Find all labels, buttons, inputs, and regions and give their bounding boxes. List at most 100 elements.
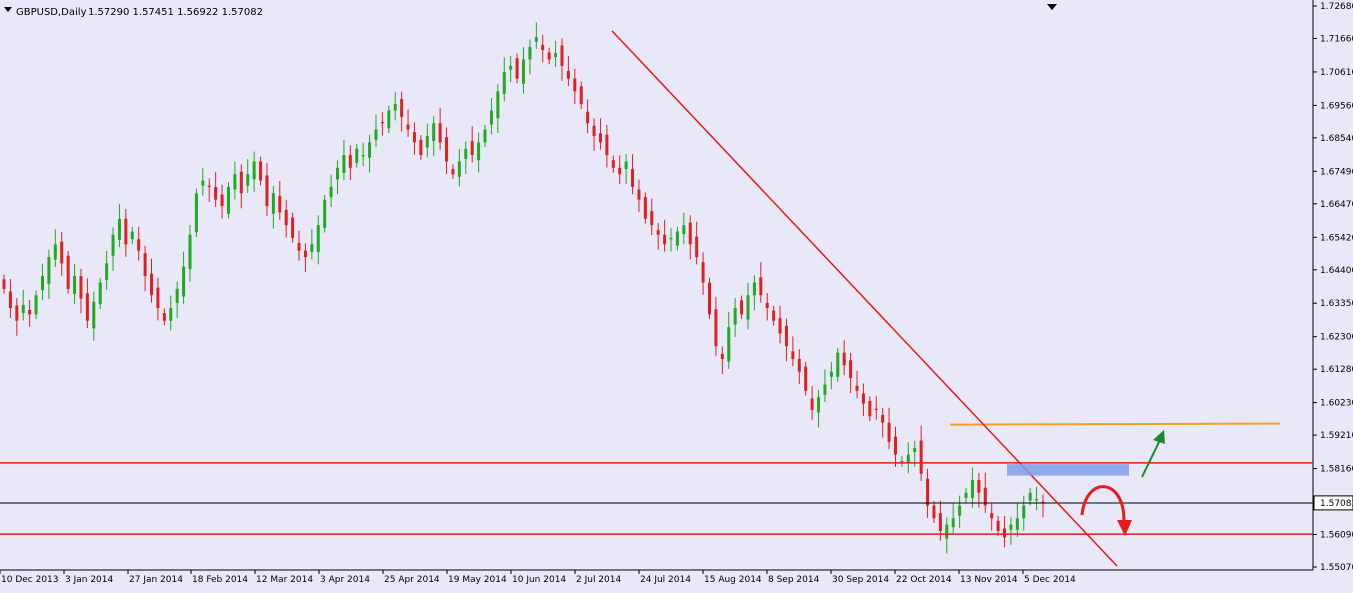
candle-body <box>797 358 801 372</box>
candle <box>1041 494 1045 518</box>
candle <box>432 115 436 157</box>
candle <box>874 396 878 420</box>
price-tick-label: 1.68540 <box>1320 134 1353 144</box>
candle <box>374 114 378 148</box>
candle-body <box>214 186 218 200</box>
candle-body <box>977 480 981 493</box>
descending-trendline[interactable] <box>611 30 1118 567</box>
candle <box>162 308 166 326</box>
candle-body <box>772 310 776 321</box>
candle <box>105 250 109 290</box>
time-tick-label: 10 Jun 2014 <box>512 575 566 585</box>
candle-body <box>34 295 38 315</box>
candle-body <box>637 189 641 200</box>
candle-body <box>913 448 917 452</box>
candle-body <box>278 195 282 213</box>
candle-body <box>810 398 814 410</box>
candle <box>1009 517 1013 545</box>
candle-body <box>534 37 538 42</box>
candle <box>66 250 70 294</box>
candle-body <box>874 408 878 410</box>
candle-body <box>720 353 724 359</box>
candle <box>53 229 57 267</box>
candle <box>316 215 320 265</box>
time-tick-label: 13 Nov 2014 <box>960 575 1018 585</box>
price-tick-label: 1.57082 <box>1320 499 1353 509</box>
candle <box>92 291 96 341</box>
candle-body <box>124 218 128 245</box>
candle <box>906 442 910 474</box>
candle <box>194 188 198 237</box>
candle <box>919 425 923 481</box>
candle-body <box>291 217 295 238</box>
candle <box>509 56 513 83</box>
candle <box>470 126 474 163</box>
candle <box>406 109 410 137</box>
candle <box>554 40 558 67</box>
candle <box>98 277 102 309</box>
drawing-objects <box>0 30 1313 567</box>
candle-body <box>432 123 436 142</box>
candle-body <box>592 125 596 136</box>
time-tick-label: 25 Apr 2014 <box>384 575 440 585</box>
candle <box>996 516 1000 536</box>
candle <box>336 160 340 195</box>
candle <box>445 127 449 174</box>
candle-body <box>791 351 795 359</box>
price-tick-label: 1.67490 <box>1320 167 1353 177</box>
candle <box>682 212 686 244</box>
candle <box>28 300 32 327</box>
time-tick-label: 8 Sep 2014 <box>768 575 820 585</box>
candle-body <box>303 250 307 258</box>
candle <box>220 184 224 219</box>
bullish-arrow-line <box>1141 439 1161 478</box>
candle <box>483 124 487 148</box>
candle <box>393 91 397 121</box>
candle <box>15 298 19 336</box>
candle-body <box>201 180 205 186</box>
candle-body <box>368 142 372 158</box>
candle <box>637 179 641 213</box>
price-tick-label: 1.65420 <box>1320 233 1353 243</box>
candle <box>169 295 173 331</box>
candle <box>1022 495 1026 531</box>
time-tick-label: 27 Jan 2014 <box>129 575 183 585</box>
candle-body <box>310 244 314 252</box>
candle-body <box>547 52 551 60</box>
candle <box>791 336 795 367</box>
candle-body <box>175 288 179 303</box>
candle <box>592 118 596 151</box>
candle-body <box>188 234 192 270</box>
candle-body <box>861 393 865 404</box>
candle <box>323 194 327 233</box>
candle <box>412 122 416 155</box>
candle <box>515 53 519 84</box>
candle-body <box>560 45 564 66</box>
candle-body <box>220 194 224 207</box>
candle <box>342 140 346 181</box>
candle-body <box>618 167 622 175</box>
candle-body <box>361 155 365 157</box>
time-tick-label: 3 Jan 2014 <box>65 575 113 585</box>
chart-menu-triangle-icon[interactable] <box>4 7 12 12</box>
candle <box>958 495 962 529</box>
price-tick-label: 1.55070 <box>1320 563 1353 573</box>
candle-body <box>92 301 96 329</box>
candle-body <box>605 134 609 156</box>
bullish-arrow-head-icon <box>1153 430 1165 444</box>
candle <box>419 135 423 160</box>
candle-body <box>374 129 378 140</box>
resistance-zone[interactable] <box>1007 464 1129 476</box>
candle-body <box>804 366 808 391</box>
candle-body <box>246 174 250 186</box>
candle <box>656 222 660 250</box>
price-tick-label: 1.61280 <box>1320 365 1353 375</box>
candle <box>8 279 12 318</box>
chart-shift-marker-icon[interactable] <box>1047 4 1057 10</box>
candle-body <box>348 155 352 168</box>
target-line[interactable] <box>949 422 1281 426</box>
candle-body <box>169 308 173 321</box>
candle <box>784 318 788 362</box>
